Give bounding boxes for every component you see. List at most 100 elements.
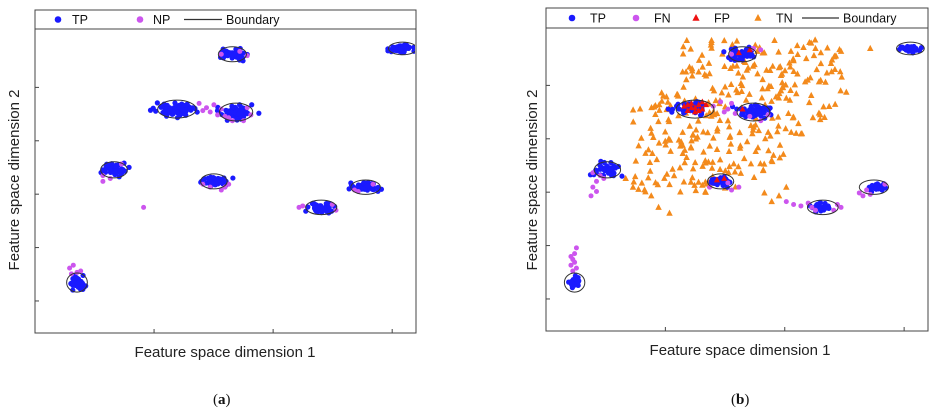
np-marker (100, 178, 106, 184)
tn-marker (630, 178, 638, 185)
tp-marker (154, 100, 160, 106)
fn-marker (594, 178, 599, 184)
tn-marker (747, 160, 755, 167)
tn-marker (725, 91, 732, 98)
boundary-ellipse (388, 41, 415, 56)
tn-marker (725, 147, 733, 155)
tp-marker (746, 107, 753, 113)
tn-marker (683, 36, 691, 43)
tn-marker (648, 129, 655, 136)
tp-marker (879, 187, 885, 193)
series-tp (68, 42, 415, 293)
tn-marker (695, 178, 702, 185)
tp-marker (365, 183, 371, 189)
tn-marker (743, 138, 751, 145)
legend: TP FN FP TN Boundary (545, 7, 929, 29)
boundary-ellipse (350, 179, 381, 195)
np-marker (300, 203, 306, 209)
tp-marker (105, 162, 111, 168)
tn-marker (759, 166, 767, 174)
tn-marker (646, 158, 654, 166)
tp-marker (400, 43, 406, 49)
fn-marker (729, 100, 735, 106)
tn-marker (688, 137, 695, 144)
tn-marker (817, 49, 825, 56)
tn-marker (798, 130, 806, 137)
fp-marker (739, 105, 746, 112)
tn-marker (695, 56, 703, 63)
tn-marker (675, 136, 683, 143)
tp-marker (751, 107, 757, 113)
tn-marker (675, 112, 682, 119)
tn-marker (692, 187, 700, 194)
tn-marker (751, 60, 758, 68)
x-axis-title: Feature space dimension 1 (135, 344, 316, 361)
tn-marker (792, 129, 800, 136)
legend-marker (54, 16, 62, 23)
tn-marker (738, 87, 745, 94)
tn-marker (698, 51, 706, 58)
tn-marker (656, 106, 663, 113)
tn-marker (772, 93, 780, 100)
tn-marker (695, 117, 702, 124)
tn-marker (755, 127, 763, 134)
tp-marker (597, 166, 603, 172)
fn-marker (736, 184, 742, 190)
tn-marker (768, 156, 775, 163)
tn-marker (768, 198, 775, 205)
tn-marker (783, 183, 790, 190)
tn-marker (661, 128, 669, 135)
legend-label: TP (590, 12, 606, 26)
tn-marker (762, 135, 769, 142)
tn-marker (758, 94, 766, 101)
tp-marker (739, 111, 745, 118)
tn-marker (783, 94, 790, 101)
tn-marker (867, 44, 874, 51)
tp-marker (734, 106, 740, 112)
tn-marker (683, 153, 690, 161)
tn-marker (648, 192, 655, 199)
tn-marker (816, 111, 824, 118)
tn-marker (808, 91, 815, 99)
fn-marker (725, 106, 731, 112)
boundary-ellipse (593, 161, 622, 179)
tp-marker (619, 173, 625, 179)
tn-marker (790, 113, 797, 120)
tn-marker (679, 141, 686, 148)
boundary-ellipses (66, 41, 415, 293)
tn-marker (638, 179, 646, 186)
tn-marker (680, 178, 688, 185)
tp-marker (669, 106, 676, 112)
tn-marker (699, 162, 706, 169)
tn-marker (622, 174, 629, 182)
tp-marker (676, 106, 682, 112)
tp-marker (873, 185, 879, 192)
tn-marker (665, 118, 673, 125)
fp-marker (699, 105, 706, 112)
np-marker (67, 265, 73, 271)
tn-marker (800, 43, 807, 50)
tn-marker (712, 96, 720, 104)
tn-marker (786, 59, 793, 66)
tn-marker (679, 128, 686, 135)
tn-marker (677, 188, 684, 195)
panel-label: (a) (213, 392, 231, 408)
tn-marker (638, 134, 645, 141)
tp-marker (221, 175, 227, 181)
tn-marker (695, 68, 702, 75)
tn-marker (635, 185, 642, 192)
fn-marker (590, 184, 596, 190)
tn-marker (691, 158, 699, 166)
tn-marker (646, 167, 654, 174)
fn-marker (570, 268, 576, 274)
tn-marker (775, 48, 782, 55)
tn-marker (710, 134, 717, 141)
tn-marker (779, 84, 787, 91)
tn-marker (803, 54, 810, 62)
tn-marker (709, 158, 716, 165)
np-marker (370, 181, 376, 187)
np-marker (218, 51, 224, 57)
tp-marker (816, 204, 822, 210)
tn-marker (775, 122, 782, 129)
tn-marker (682, 68, 690, 75)
